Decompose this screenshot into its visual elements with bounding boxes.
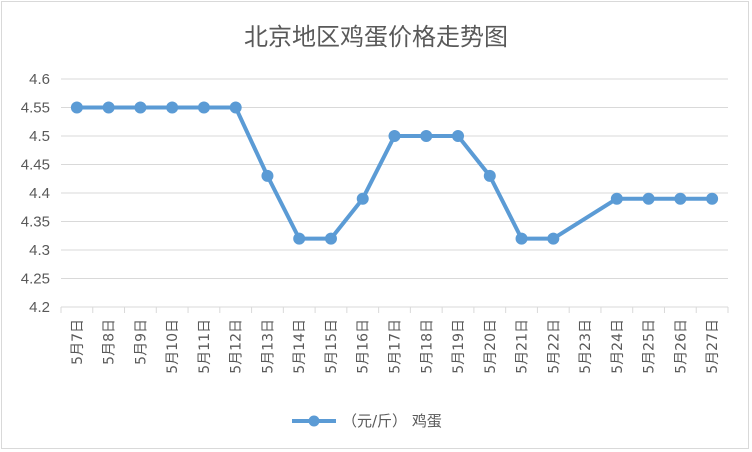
data-point — [515, 232, 528, 245]
data-point — [134, 101, 147, 114]
x-tick-label: 5月23日 — [578, 319, 594, 374]
data-point — [261, 169, 274, 182]
x-tick-label: 5月21日 — [515, 319, 531, 374]
x-tick-label: 5月11日 — [197, 319, 213, 374]
data-point — [388, 130, 401, 142]
data-point — [674, 192, 687, 205]
series-line — [76, 105, 713, 241]
x-tick-label: 5月24日 — [610, 319, 626, 374]
y-tick-label: 4.45 — [21, 157, 50, 174]
y-tick-label: 4.35 — [21, 214, 50, 231]
x-tick-label: 5月13日 — [260, 319, 276, 374]
series-layer — [70, 101, 719, 245]
x-tick-label: 5月17日 — [388, 319, 404, 374]
data-point — [420, 130, 433, 142]
data-point — [642, 192, 655, 205]
x-axis — [60, 306, 729, 313]
y-tick-label: 4.2 — [29, 299, 50, 316]
y-tick-label: 4.55 — [21, 100, 50, 117]
data-point — [610, 192, 623, 205]
x-tick-label: 5月20日 — [483, 319, 499, 374]
x-tick-label: 5月14日 — [292, 319, 308, 374]
data-point — [166, 101, 179, 114]
x-tick-label: 5月19日 — [451, 319, 467, 374]
data-point — [547, 232, 560, 245]
x-axis-ticks: 5月7日 5月8日 5月9日 5月10日 5月11日 5月12日 5月13日 5月14日 5月1… — [70, 319, 721, 374]
x-tick-label: 5月18日 — [419, 319, 435, 374]
x-tick-label: 5月9日 — [133, 319, 149, 365]
data-point — [324, 232, 337, 245]
y-tick-label: 4.25 — [21, 271, 50, 288]
x-tick-label: 5月15日 — [324, 319, 340, 374]
data-point — [102, 101, 115, 114]
data-point — [356, 192, 369, 205]
legend-swatch-marker — [308, 415, 320, 427]
y-tick-label: 4.4 — [29, 185, 50, 202]
x-tick-label: 5月16日 — [356, 319, 372, 374]
data-point — [229, 101, 242, 114]
chart-title: 北京地区鸡蛋价格走势图 — [244, 23, 508, 51]
x-tick-label: 5月26日 — [673, 319, 689, 374]
x-tick-label: 5月8日 — [102, 319, 118, 365]
y-tick-label: 4.6 — [29, 71, 50, 88]
legend-label: （元/斤） 鸡蛋 — [342, 412, 442, 430]
x-tick-label: 5月12日 — [229, 319, 245, 374]
x-tick-label: 5月27日 — [705, 319, 721, 374]
y-tick-label: 4.5 — [29, 128, 50, 145]
x-tick-label: 5月7日 — [70, 319, 86, 365]
x-tick-label: 5月10日 — [165, 319, 181, 374]
y-tick-label: 4.3 — [29, 242, 50, 259]
data-point — [706, 192, 719, 205]
legend: （元/斤） 鸡蛋 — [292, 412, 442, 430]
data-point — [293, 232, 306, 245]
x-tick-label: 5月25日 — [642, 319, 658, 374]
data-point — [483, 169, 496, 182]
y-axis-ticks: 4.2 4.25 4.3 4.35 4.4 4.45 4.5 4.55 4.6 — [21, 71, 50, 316]
x-tick-label: 5月22日 — [546, 319, 562, 374]
data-point — [70, 101, 83, 114]
data-point — [197, 101, 210, 114]
data-point — [452, 130, 465, 142]
